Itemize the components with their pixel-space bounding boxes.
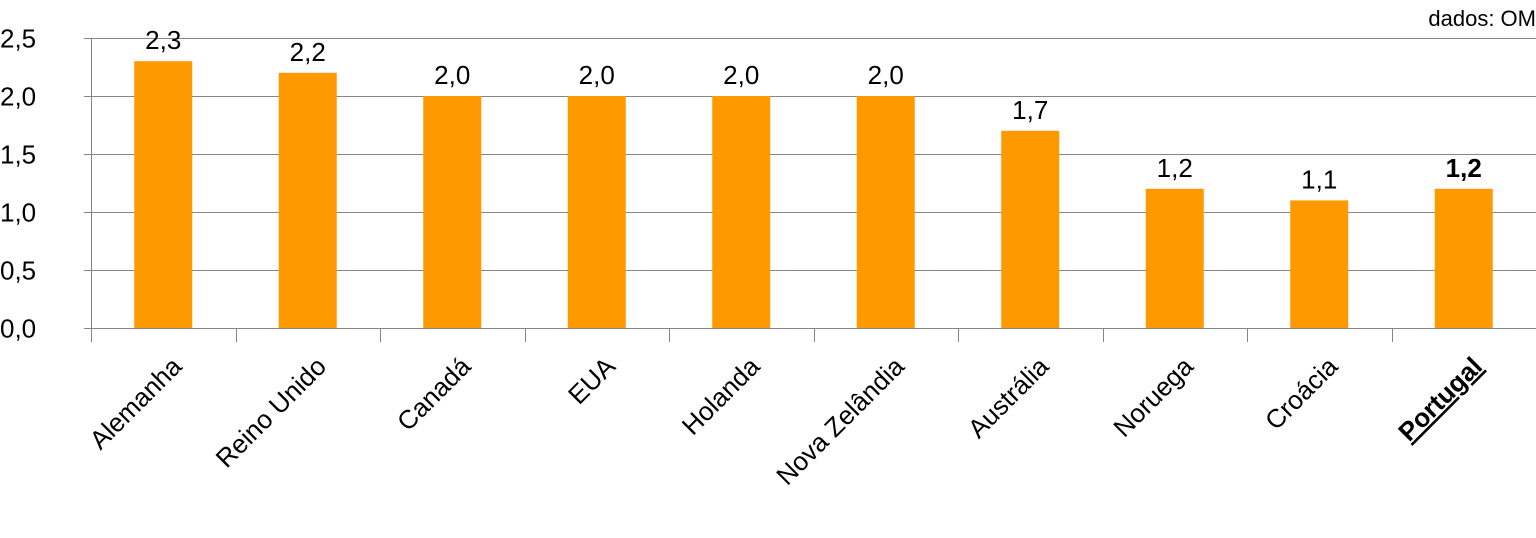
y-tick-label: 1,5 [0, 140, 36, 170]
y-tick-label: 0,0 [0, 314, 36, 344]
x-tick-label: Austrália [962, 351, 1055, 444]
y-tick-label: 2,0 [0, 82, 36, 112]
bar [712, 96, 771, 328]
data-label: 2,0 [434, 60, 470, 90]
x-tick-label: Noruega [1107, 351, 1199, 443]
bar [1434, 188, 1493, 328]
data-label: 2,2 [290, 37, 326, 67]
data-label: 2,0 [868, 60, 904, 90]
axes [84, 38, 1536, 342]
x-tick-label: Croácia [1259, 351, 1344, 436]
x-tick-label: Alemanha [83, 351, 187, 455]
y-tick-label: 1,0 [0, 198, 36, 228]
bar [856, 96, 915, 328]
y-tick-label: 0,5 [0, 256, 36, 286]
data-label: 1,7 [1012, 95, 1048, 125]
data-label: 1,2 [1446, 153, 1482, 183]
data-label: 1,2 [1157, 153, 1193, 183]
data-label: 2,3 [145, 25, 181, 55]
bar [567, 96, 626, 328]
x-tick-label: Nova Zelândia [770, 351, 910, 491]
bar [134, 61, 193, 328]
bar [1290, 200, 1349, 328]
bars [134, 61, 1493, 328]
x-tick-label: Portugal [1392, 351, 1488, 447]
data-label: 2,0 [723, 60, 759, 90]
data-label: 1,1 [1301, 164, 1337, 194]
source-note: dados: OM [1428, 6, 1536, 31]
x-tick-label: Holanda [676, 351, 766, 441]
bar [423, 96, 482, 328]
y-tick-label: 2,5 [0, 24, 36, 54]
bar [278, 72, 337, 328]
x-tick-label: Canadá [391, 351, 477, 437]
bar [1145, 188, 1204, 328]
data-label: 2,0 [579, 60, 615, 90]
x-tick-label: Reino Unido [210, 351, 332, 473]
x-tick-label: EUA [562, 351, 621, 410]
bar [1001, 130, 1060, 328]
